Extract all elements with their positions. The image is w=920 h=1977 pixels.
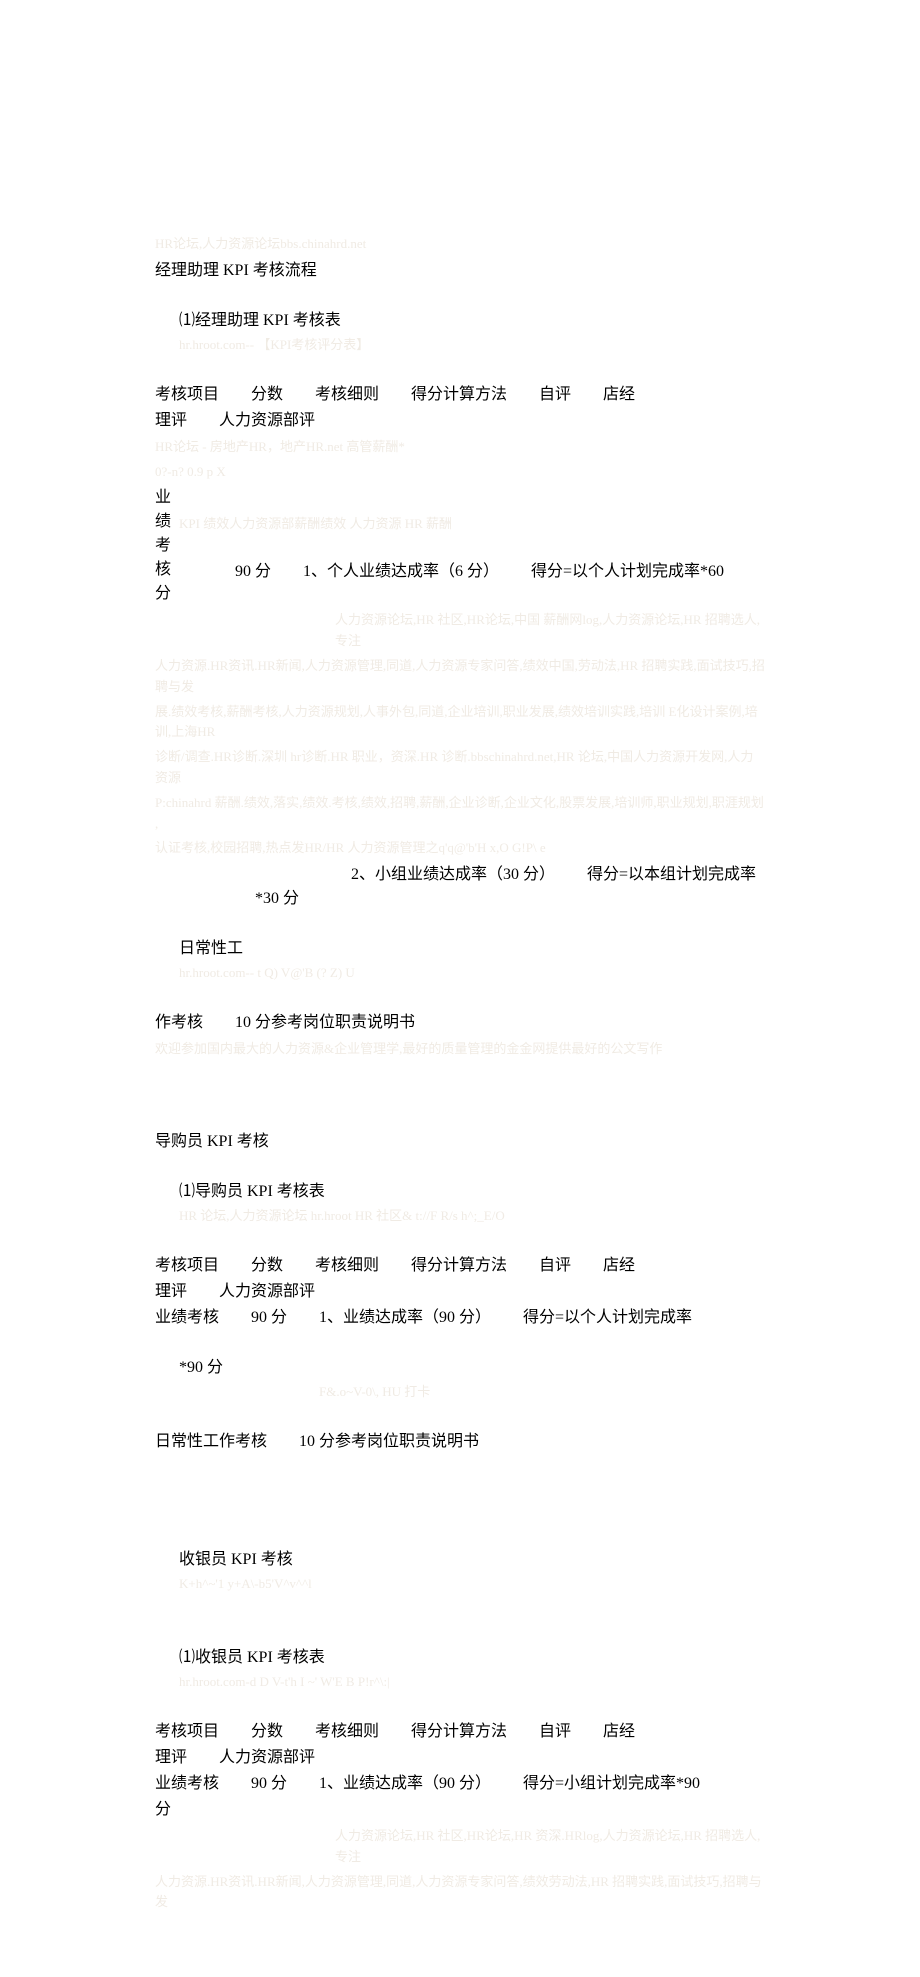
ghost-text: 人力资源论坛,HR 社区,HR论坛,中国 薪酬网log,人力资源论坛,HR 招聘… xyxy=(155,610,765,652)
ghost-text: 欢迎参加国内最大的人力资源&企业管理学,最好的质量管理的金金网提供最好的公文写作 xyxy=(155,1039,765,1060)
table-row-cont: 分 xyxy=(155,1798,765,1822)
table-header-row-2: 理评 人力资源部评 xyxy=(155,409,765,433)
vertical-label: 业 KPI 绩效人力资源部薪酬绩效 人力资源 HR 薪酬 绩 考 核 分 xyxy=(155,486,175,606)
section-subtitle: ⑴经理助理 KPI 考核表 hr.hroot.com-- 【KPI考核评分表】 xyxy=(155,285,765,381)
section-title: 导购员 KPI 考核 xyxy=(155,1130,765,1154)
ghost-text: hr.hroot.com-- t Q) V@'B (? Z) U xyxy=(179,965,355,980)
table-row: 2、小组业绩达成率（30 分） 得分=以本组计划完成率*30 分 xyxy=(155,863,765,911)
table-row: 业绩考核 90 分 1、业绩达成率（90 分） 得分=小组计划完成率*90 xyxy=(155,1772,765,1796)
row-content: 90 分 1、个人业绩达成率（6 分） 得分=以个人计划完成率*60 xyxy=(175,486,765,586)
subtitle-text: ⑴收银员 KPI 考核表 xyxy=(179,1649,325,1666)
ghost-text: 人力资源.HR资讯.HR新闻,人力资源管理,同道,人力资源专家问答,绩效中国,劳… xyxy=(155,656,765,698)
ghost-text: HR 论坛,人力资源论坛 hr.hroot HR 社区& t://F R/s h… xyxy=(179,1208,505,1223)
title-text: 收银员 KPI 考核 xyxy=(179,1551,293,1568)
table-header-row: 考核项目 分数 考核细则 得分计算方法 自评 店经 xyxy=(155,1254,765,1278)
table-header-row: 考核项目 分数 考核细则 得分计算方法 自评 店经 xyxy=(155,1720,765,1744)
char: 业 xyxy=(155,486,175,510)
ghost-text: 人力资源论坛,HR 社区,HR论坛,HR 资深.HRlog,人力资源论坛,HR … xyxy=(155,1826,765,1868)
table-row-cont: *90 分 F&.o~V-0\, HU 打卡 xyxy=(155,1332,765,1428)
ghost-text: P:chinahrd 薪酬.绩效,落实,绩效.考核,绩效,招聘,薪酬,企业诊断,… xyxy=(155,793,765,835)
section-manager-assistant: 经理助理 KPI 考核流程 ⑴经理助理 KPI 考核表 hr.hroot.com… xyxy=(155,259,765,1060)
table-row: 业绩考核 90 分 1、业绩达成率（90 分） 得分=以个人计划完成率 xyxy=(155,1306,765,1330)
section-subtitle: ⑴收银员 KPI 考核表 hr.hroot.com-d D V-t'h I ~'… xyxy=(155,1622,765,1718)
section-title: 经理助理 KPI 考核流程 xyxy=(155,259,765,283)
ghost-text: F&.o~V-0\, HU 打卡 xyxy=(179,1384,430,1399)
performance-row-block: 业 KPI 绩效人力资源部薪酬绩效 人力资源 HR 薪酬 绩 考 核 分 90 … xyxy=(155,486,765,606)
section-subtitle: ⑴导购员 KPI 考核表 HR 论坛,人力资源论坛 hr.hroot HR 社区… xyxy=(155,1156,765,1252)
ghost-text: hr.hroot.com-d D V-t'h I ~' W'E B P!r^\:… xyxy=(179,1674,390,1689)
char: 考 xyxy=(155,534,175,558)
ghost-text: 人力资源.HR资讯.HR新闻,人力资源管理,同道,人力资源专家问答,绩效劳动法,… xyxy=(155,1872,765,1914)
subtitle-text: ⑴经理助理 KPI 考核表 xyxy=(179,312,341,329)
char: 绩 xyxy=(155,510,175,534)
subtitle-text: ⑴导购员 KPI 考核表 xyxy=(179,1183,325,1200)
table-header-row: 考核项目 分数 考核细则 得分计算方法 自评 店经 xyxy=(155,383,765,407)
section-cashier: 收银员 KPI 考核 K+h^~'1 y+A\-b5'V^v^^l ⑴收银员 K… xyxy=(155,1524,765,1913)
ghost-text: HR论坛,人力资源论坛bbs.chinahrd.net xyxy=(155,234,765,255)
ghost-text: 0?-n? 0.9 p X xyxy=(155,462,765,483)
ghost-text: 展.绩效考核,薪酬考核,人力资源规划,人事外包,同道,企业培训,职业发展,绩效培… xyxy=(155,702,765,744)
ghost-text: KPI 绩效人力资源部薪酬绩效 人力资源 HR 薪酬 xyxy=(179,514,452,535)
table-header-row-2: 理评 人力资源部评 xyxy=(155,1280,765,1304)
ghost-text: hr.hroot.com-- 【KPI考核评分表】 xyxy=(179,337,369,352)
char: 核 xyxy=(155,558,175,582)
ghost-text: 认证考核,校园招聘,热点发HR/HR 人力资源管理之q'q@'b'H x,O G… xyxy=(155,838,765,859)
section-sales-guide: 导购员 KPI 考核 ⑴导购员 KPI 考核表 HR 论坛,人力资源论坛 hr.… xyxy=(155,1130,765,1454)
char: 分 xyxy=(155,582,175,606)
daily-row: 日常性工作考核 10 分参考岗位职责说明书 xyxy=(155,1430,765,1454)
ghost-text: K+h^~'1 y+A\-b5'V^v^^l xyxy=(179,1576,312,1591)
ghost-text: 诊断/调查.HR诊断.深圳 hr诊断.HR 职业，资深.HR 诊断.bbschi… xyxy=(155,747,765,789)
daily-row-1: 日常性工 hr.hroot.com-- t Q) V@'B (? Z) U xyxy=(155,913,765,1009)
section-title: 收银员 KPI 考核 K+h^~'1 y+A\-b5'V^v^^l xyxy=(155,1524,765,1620)
table-header-row-2: 理评 人力资源部评 xyxy=(155,1746,765,1770)
text: *90 分 xyxy=(179,1359,223,1376)
text: 日常性工 xyxy=(179,940,243,957)
document-page: HR论坛,人力资源论坛bbs.chinahrd.net 经理助理 KPI 考核流… xyxy=(0,0,920,1977)
table-row: 90 分 1、个人业绩达成率（6 分） 得分=以个人计划完成率*60 xyxy=(235,560,765,584)
daily-row-2: 作考核 10 分参考岗位职责说明书 xyxy=(155,1011,765,1035)
ghost-text: HR论坛 - 房地产HR，地产HR.net 高管薪酬* xyxy=(155,437,765,458)
